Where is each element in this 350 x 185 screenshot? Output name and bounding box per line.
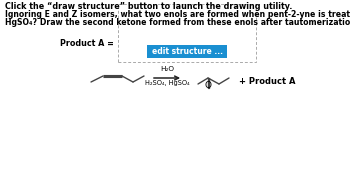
Text: + Product A: + Product A bbox=[239, 77, 295, 85]
Text: Ignoring E and Z isomers, what two enols are formed when pent-2-yne is treated w: Ignoring E and Z isomers, what two enols… bbox=[5, 10, 350, 19]
Text: Click the “draw structure” button to launch the drawing utility.: Click the “draw structure” button to lau… bbox=[5, 2, 292, 11]
Text: Product A =: Product A = bbox=[60, 40, 114, 48]
FancyBboxPatch shape bbox=[147, 45, 227, 58]
Text: O: O bbox=[205, 81, 212, 90]
Text: H₂SO₄, HgSO₄: H₂SO₄, HgSO₄ bbox=[145, 80, 189, 86]
Text: HgSO₄? Draw the second ketone formed from these enols after tautomerization.: HgSO₄? Draw the second ketone formed fro… bbox=[5, 18, 350, 27]
Text: H₂O: H₂O bbox=[160, 66, 174, 72]
Text: edit structure ...: edit structure ... bbox=[152, 47, 223, 56]
FancyBboxPatch shape bbox=[118, 4, 256, 62]
